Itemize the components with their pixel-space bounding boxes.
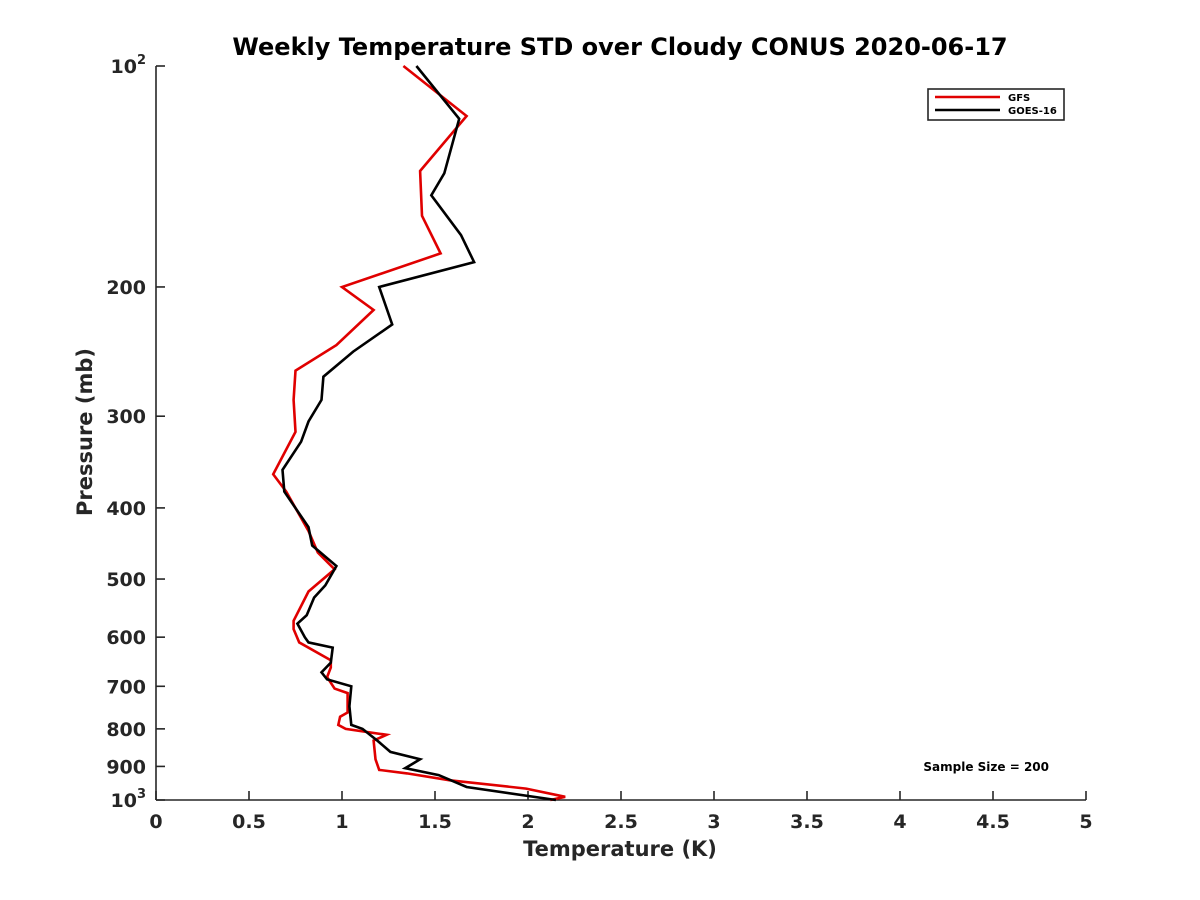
y-tick-base: 10 — [111, 790, 137, 812]
legend-label-goes-16: GOES-16 — [1008, 106, 1057, 117]
x-tick-label: 5 — [1079, 811, 1092, 833]
y-tick-label: 102 — [111, 53, 147, 78]
x-axis-ticks: 0 0.5 1 1.5 2 2.5 3 3.5 4 4.5 5 — [149, 791, 1093, 833]
y-tick-label: 300 — [106, 406, 146, 428]
legend-box — [927, 88, 1065, 121]
chart-title: Weekly Temperature STD over Cloudy CONUS… — [232, 33, 1007, 61]
y-tick-exponent: 3 — [137, 787, 146, 802]
legend-label-gfs: GFS — [1008, 93, 1030, 104]
y-tick-label: 400 — [106, 498, 146, 520]
y-tick-label: 103 — [111, 787, 147, 812]
y-tick-base: 10 — [111, 56, 137, 78]
x-tick-label: 2.5 — [604, 811, 638, 833]
x-tick-label: 0 — [149, 811, 162, 833]
x-tick-label: 3 — [707, 811, 720, 833]
x-tick-label: 0.5 — [232, 811, 266, 833]
x-tick-label: 4 — [893, 811, 906, 833]
legend: GFS GOES-16 — [927, 88, 1065, 121]
x-axis-label: Temperature (K) — [523, 837, 717, 861]
series-lines — [271, 64, 566, 802]
y-axis-label: Pressure (mb) — [73, 348, 97, 516]
y-tick-label: 500 — [106, 569, 146, 591]
x-tick-label: 4.5 — [976, 811, 1010, 833]
sample-size-annotation: Sample Size = 200 — [923, 760, 1049, 774]
y-tick-exponent: 2 — [137, 53, 146, 68]
plot-area: 0 0.5 1 1.5 2 2.5 3 3.5 4 4.5 5 102200300400500600… — [106, 53, 1092, 833]
y-tick-label: 800 — [106, 719, 146, 741]
y-tick-label: 900 — [106, 756, 146, 778]
y-tick-label: 700 — [106, 676, 146, 698]
x-tick-label: 3.5 — [790, 811, 824, 833]
x-tick-label: 1 — [335, 811, 348, 833]
x-tick-label: 2 — [521, 811, 534, 833]
y-tick-label: 200 — [106, 277, 146, 299]
series-line-goes-16 — [281, 65, 557, 802]
x-tick-label: 1.5 — [418, 811, 452, 833]
series-line-gfs — [271, 64, 566, 802]
legend-entries: GFS GOES-16 — [935, 93, 1057, 117]
y-tick-label: 600 — [106, 627, 146, 649]
